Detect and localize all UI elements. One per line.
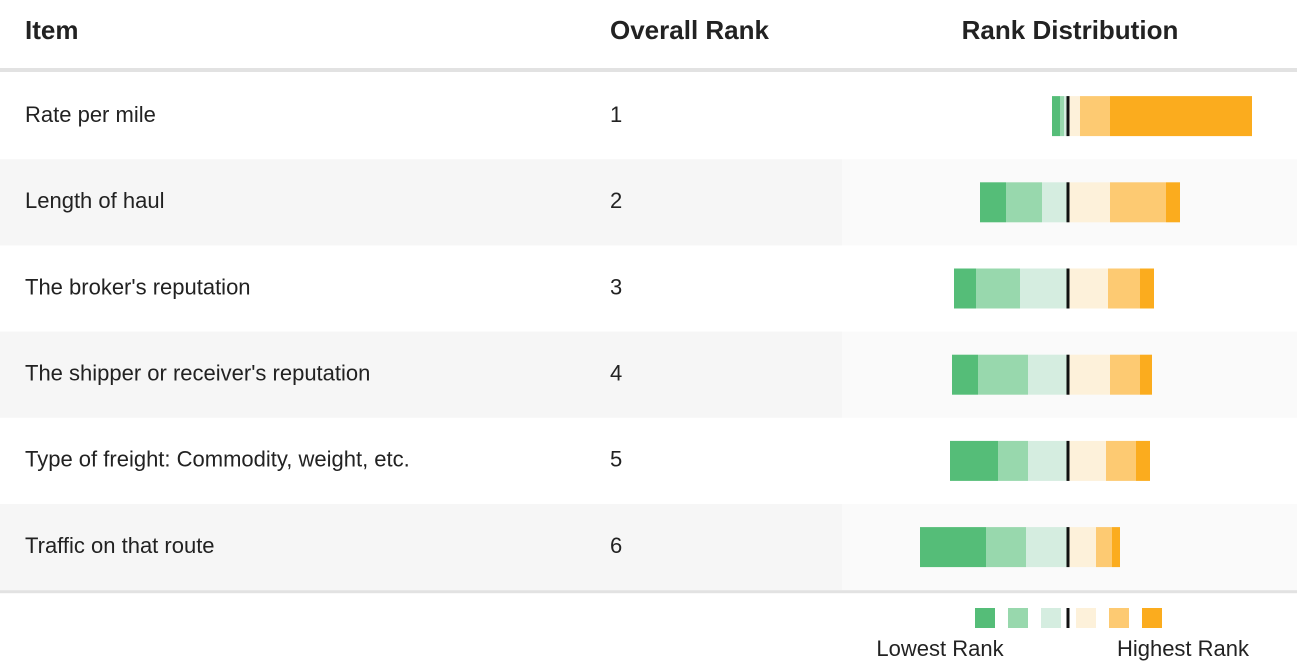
bar-segment [1028, 440, 1068, 481]
bar-segment [1026, 527, 1068, 568]
bar-segment [1110, 354, 1140, 395]
row-bg [0, 504, 842, 591]
bar-segment [1110, 182, 1166, 223]
bar-segment [1140, 268, 1154, 309]
center-line [1066, 268, 1070, 309]
bar-segment [1112, 527, 1120, 568]
bar-segment [998, 440, 1028, 481]
bar-segment [976, 268, 1020, 309]
bar-segment [1080, 96, 1110, 137]
bar-segment [952, 354, 978, 395]
bar-segment [920, 527, 986, 568]
bottom-border [0, 590, 1297, 594]
rank-label: 1 [610, 102, 622, 127]
legend-low: Lowest Rank [876, 636, 1004, 661]
center-line [1066, 440, 1070, 481]
bar-segment [1068, 96, 1080, 137]
center-line [1066, 96, 1070, 137]
rank-label: 6 [610, 533, 622, 558]
bar-segment [1042, 182, 1068, 223]
bar-segment [1140, 354, 1152, 395]
legend-swatch [1109, 608, 1129, 628]
item-label: Traffic on that route [25, 533, 215, 558]
rank-label: 5 [610, 447, 622, 472]
rank-label: 3 [610, 274, 622, 299]
bar-segment [1068, 354, 1110, 395]
bar-segment [1020, 268, 1068, 309]
legend-high: Highest Rank [1117, 636, 1250, 661]
bar-segment [1068, 182, 1110, 223]
item-label: Type of freight: Commodity, weight, etc. [25, 447, 410, 472]
legend-swatch [1076, 608, 1096, 628]
bar-segment [1110, 96, 1252, 137]
center-line [1066, 527, 1070, 568]
bar-segment [1068, 268, 1108, 309]
bar-segment [1052, 96, 1060, 137]
legend-swatch [1041, 608, 1061, 628]
bar-segment [978, 354, 1028, 395]
rank-label: 4 [610, 361, 622, 386]
legend-swatch [1142, 608, 1162, 628]
rank-label: 2 [610, 188, 622, 213]
item-label: Rate per mile [25, 102, 156, 127]
bar-segment [1136, 440, 1150, 481]
bar-segment [1096, 527, 1112, 568]
row-bg [0, 331, 842, 418]
row-bg [0, 159, 842, 246]
bar-segment [980, 182, 1006, 223]
bar-segment [1166, 182, 1180, 223]
center-line [1066, 182, 1070, 223]
item-label: The shipper or receiver's reputation [25, 361, 370, 386]
bar-segment [950, 440, 998, 481]
header-distribution: Rank Distribution [962, 15, 1179, 45]
header-border [0, 68, 1297, 72]
legend-center-line [1066, 608, 1070, 628]
item-label: Length of haul [25, 188, 164, 213]
bar-segment [1060, 96, 1064, 137]
bar-segment [1006, 182, 1042, 223]
header-rank: Overall Rank [610, 15, 770, 45]
bar-segment [1064, 96, 1068, 137]
item-label: The broker's reputation [25, 274, 251, 299]
center-line [1066, 354, 1070, 395]
bar-segment [986, 527, 1026, 568]
bar-segment [1108, 268, 1140, 309]
header-item: Item [25, 15, 78, 45]
bar-segment [1068, 527, 1096, 568]
bar-segment [954, 268, 976, 309]
bar-segment [1068, 440, 1106, 481]
bar-segment [1106, 440, 1136, 481]
legend-swatch [975, 608, 995, 628]
legend-swatch [1008, 608, 1028, 628]
bar-segment [1028, 354, 1068, 395]
